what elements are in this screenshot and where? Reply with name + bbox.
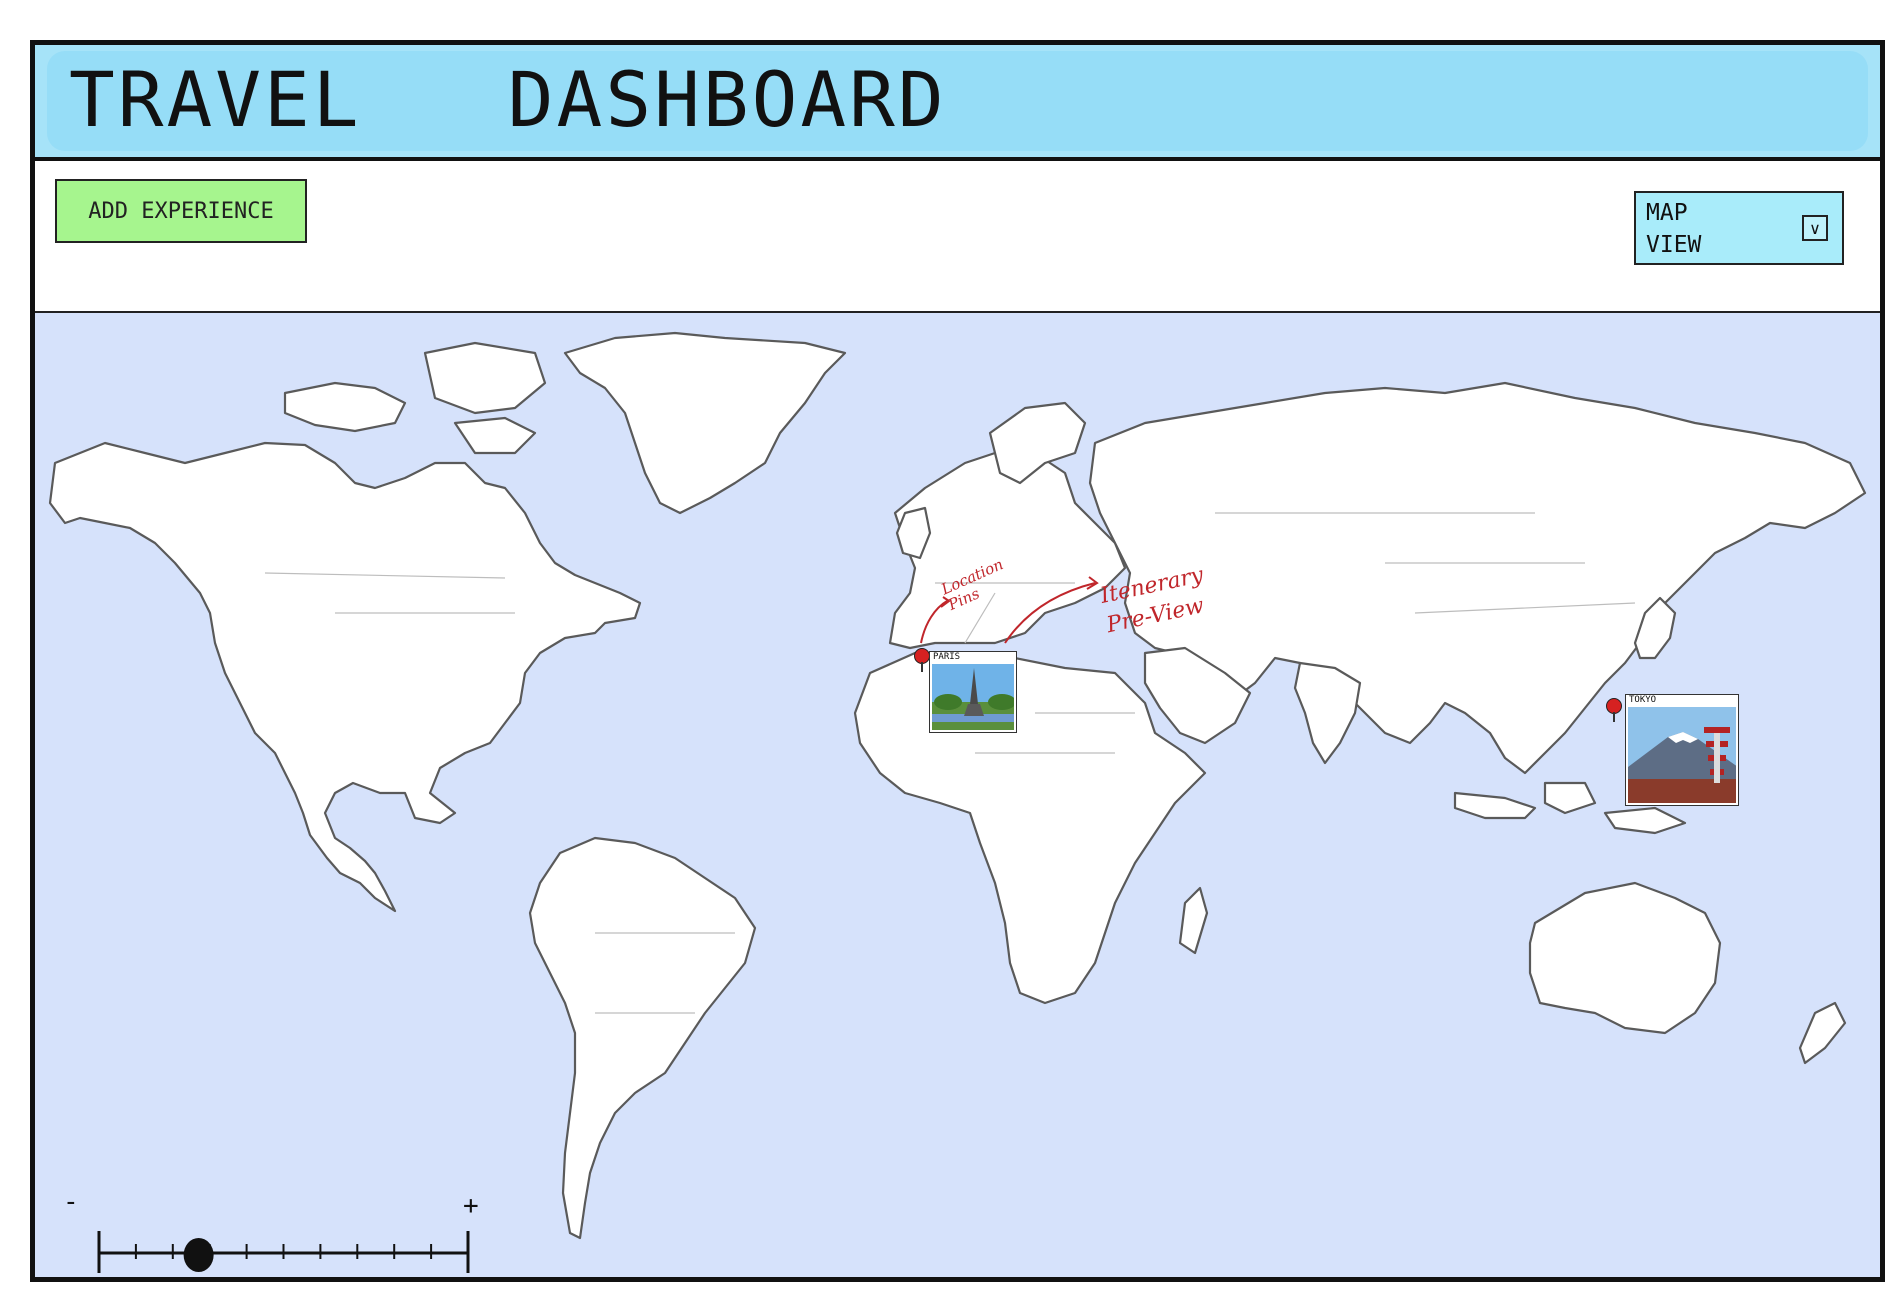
mount-fuji-pagoda-photo-icon [1628, 707, 1736, 803]
landmass-madagascar [1178, 886, 1209, 955]
landmass-north-america [48, 441, 642, 913]
landmass-scandinavia [988, 401, 1087, 485]
landmass-greenland [563, 331, 847, 515]
landmass-british-isles [895, 506, 932, 560]
landmass-new-zealand [1798, 1001, 1847, 1065]
header-bar: TRAVEL DASHBOARD [35, 45, 1880, 161]
preview-city-label: PARIS [933, 652, 961, 662]
zoom-in-button[interactable]: + [463, 1191, 479, 1221]
landmass-australia [1528, 881, 1722, 1035]
world-map[interactable] [35, 313, 1880, 1282]
add-experience-button[interactable]: ADD EXPERIENCE [55, 179, 307, 243]
location-pin-tokyo[interactable] [1606, 698, 1622, 722]
preview-city-label: TOKYO [1629, 695, 1657, 705]
chevron-down-icon[interactable]: ∨ [1802, 215, 1828, 241]
zoom-slider-handle[interactable] [183, 1238, 214, 1272]
landmass-arctic-islands [283, 341, 547, 455]
app-title: TRAVEL DASHBOARD [69, 55, 947, 144]
country-borders [264, 512, 1636, 1014]
zoom-control: - + [63, 1189, 479, 1273]
world-map-view[interactable]: PARIS TOKYO [35, 311, 1880, 1282]
itinerary-preview-tokyo[interactable]: TOKYO [1625, 694, 1739, 806]
landmass-india [1293, 661, 1362, 765]
preview-photo-paris [932, 664, 1014, 730]
preview-photo-tokyo [1628, 707, 1736, 803]
annotation-arrows [920, 576, 1099, 644]
eiffel-tower-photo-icon [932, 664, 1014, 730]
toolbar: ADD EXPERIENCE MAP VIEW ∨ [35, 161, 1880, 311]
itinerary-preview-paris[interactable]: PARIS [929, 651, 1017, 733]
landmass-southeast-asia [1453, 781, 1687, 835]
view-mode-select[interactable]: MAP VIEW ∨ [1634, 191, 1844, 265]
landmass-south-america [528, 836, 757, 1240]
landmass-arabia [1143, 646, 1252, 745]
landmass-africa [853, 651, 1207, 1005]
zoom-out-button[interactable]: - [63, 1187, 79, 1217]
view-mode-selected: MAP VIEW [1646, 200, 1702, 258]
landmass-japan [1633, 596, 1677, 660]
app-window: TRAVEL DASHBOARD ADD EXPERIENCE MAP VIEW… [30, 40, 1885, 1282]
zoom-slider[interactable] [63, 1193, 483, 1273]
